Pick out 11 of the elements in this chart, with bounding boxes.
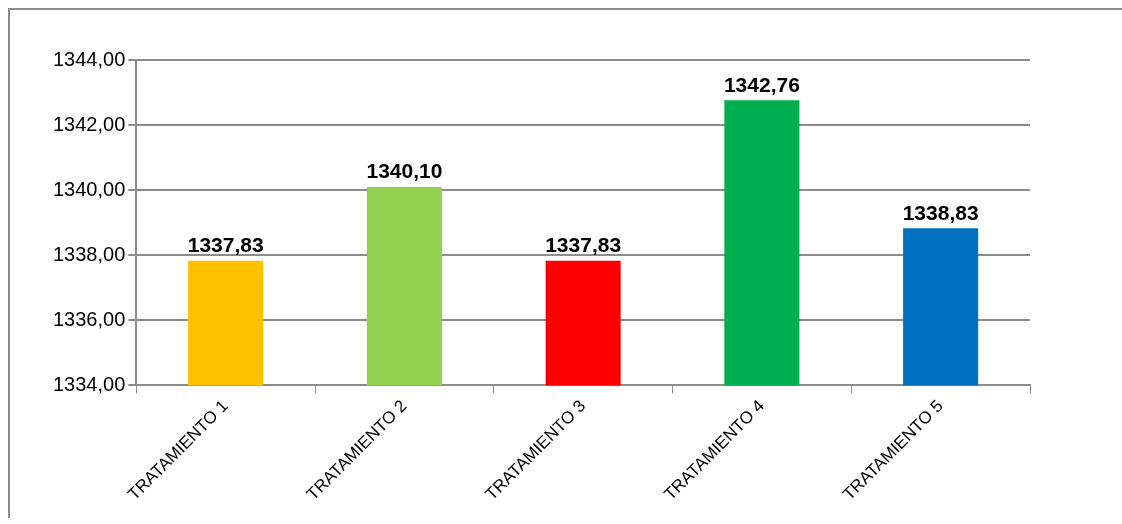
data-label: 1340,10	[366, 159, 443, 183]
y-tick-label: 1336,00	[53, 307, 126, 330]
y-tick-label: 1338,00	[53, 242, 126, 265]
data-label: 1342,76	[723, 72, 800, 96]
y-tick-label: 1340,00	[53, 177, 126, 200]
data-label: 1338,83	[902, 200, 979, 224]
y-tick-label: 1344,00	[53, 47, 126, 70]
data-label: 1337,83	[545, 233, 622, 257]
y-tick-label: 1342,00	[53, 112, 126, 135]
data-label: 1337,83	[187, 233, 264, 257]
y-tick-label: 1334,00	[53, 372, 126, 395]
